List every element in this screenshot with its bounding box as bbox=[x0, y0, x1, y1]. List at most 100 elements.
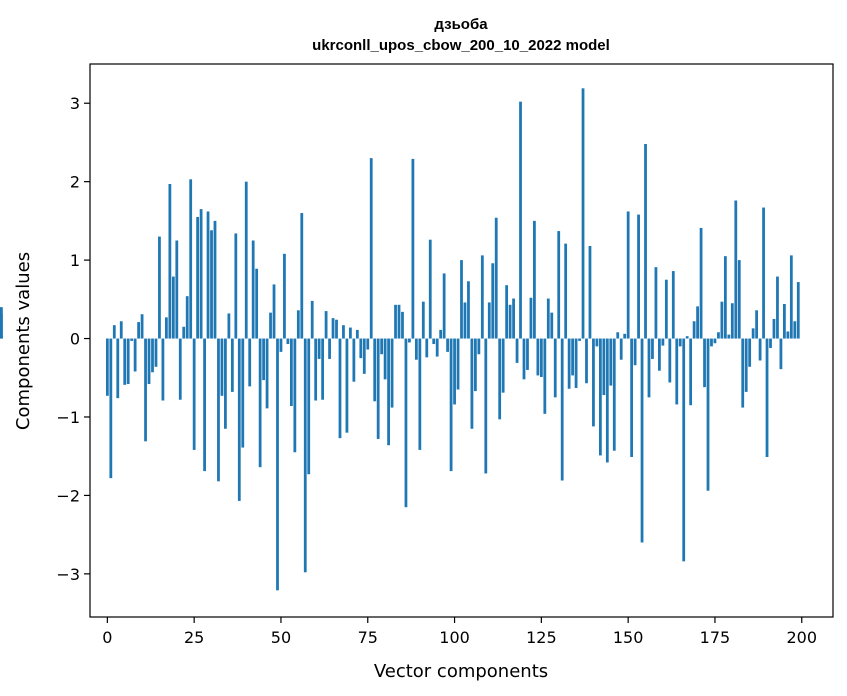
bar-59 bbox=[310, 300, 314, 339]
bar-46 bbox=[265, 338, 269, 409]
bar-29 bbox=[206, 211, 210, 339]
bar-177 bbox=[720, 301, 724, 339]
y-axis-label: Components values bbox=[13, 252, 34, 430]
bar-114 bbox=[501, 338, 505, 393]
bar-92 bbox=[425, 338, 429, 358]
bar-119 bbox=[519, 101, 522, 339]
bar-74 bbox=[362, 338, 366, 374]
bar-87 bbox=[408, 338, 411, 343]
bar-187 bbox=[755, 310, 759, 339]
bar-110 bbox=[487, 302, 491, 339]
bar-106 bbox=[474, 338, 477, 392]
bar-141 bbox=[595, 338, 599, 347]
bar-138 bbox=[585, 338, 588, 384]
x-tick-label: 0 bbox=[102, 628, 112, 647]
bar-77 bbox=[373, 338, 377, 402]
bar-12 bbox=[147, 338, 151, 385]
bar-113 bbox=[498, 338, 502, 420]
bar-undefined bbox=[0, 336, 3, 339]
y-tick-label: −1 bbox=[56, 408, 80, 427]
bar-71 bbox=[352, 338, 356, 382]
bar-53 bbox=[289, 338, 293, 406]
plot-frame bbox=[89, 63, 834, 618]
bar-108 bbox=[480, 255, 484, 339]
bar-13 bbox=[151, 338, 154, 373]
bar-193 bbox=[776, 276, 779, 339]
bar-155 bbox=[644, 144, 647, 339]
bar-137 bbox=[581, 88, 585, 339]
bar-186 bbox=[751, 328, 755, 339]
bar-89 bbox=[414, 338, 418, 360]
bar-57 bbox=[303, 338, 307, 573]
bar-25 bbox=[192, 338, 196, 450]
bar-150 bbox=[626, 211, 630, 339]
bar-76 bbox=[369, 158, 373, 339]
bar-126 bbox=[543, 338, 547, 414]
bar-182 bbox=[737, 260, 741, 339]
bar-82 bbox=[390, 338, 394, 408]
bar-26 bbox=[196, 216, 200, 339]
bar-95 bbox=[435, 338, 439, 357]
bar-176 bbox=[717, 332, 720, 339]
bar-163 bbox=[671, 271, 675, 339]
bar-101 bbox=[456, 338, 460, 390]
bar-146 bbox=[612, 338, 616, 451]
bar-197 bbox=[789, 255, 793, 339]
bar-65 bbox=[331, 318, 335, 339]
bar-133 bbox=[567, 338, 571, 389]
bar-162 bbox=[668, 338, 672, 383]
bar-75 bbox=[366, 338, 370, 350]
bar-115 bbox=[505, 285, 509, 339]
bar-48 bbox=[272, 284, 276, 339]
bar-117 bbox=[512, 298, 515, 339]
bar-58 bbox=[307, 338, 311, 475]
bar-130 bbox=[557, 231, 561, 339]
bar-103 bbox=[463, 302, 467, 339]
x-tick-label: 125 bbox=[526, 628, 557, 647]
bar-undefined bbox=[0, 307, 3, 339]
bar-147 bbox=[616, 332, 620, 339]
bar-165 bbox=[678, 338, 682, 347]
bar-21 bbox=[178, 338, 182, 400]
bar-62 bbox=[321, 338, 325, 400]
bar-199 bbox=[796, 282, 800, 339]
bar-39 bbox=[241, 338, 245, 448]
bar-183 bbox=[741, 338, 745, 408]
bar-154 bbox=[640, 338, 644, 543]
bar-44 bbox=[258, 338, 262, 468]
bar-184 bbox=[744, 338, 748, 392]
bar-164 bbox=[675, 338, 679, 405]
bar-60 bbox=[314, 338, 318, 401]
bar-96 bbox=[439, 329, 443, 339]
bar-131 bbox=[560, 338, 564, 481]
bar-140 bbox=[592, 338, 595, 427]
bar-129 bbox=[553, 338, 557, 398]
bar-67 bbox=[338, 338, 342, 439]
bar-14 bbox=[154, 338, 158, 367]
bar-91 bbox=[421, 301, 425, 339]
bar-36 bbox=[230, 338, 234, 392]
bar-99 bbox=[449, 338, 453, 472]
bar-61 bbox=[317, 338, 321, 359]
bar-132 bbox=[564, 243, 568, 339]
bar-169 bbox=[692, 321, 696, 339]
y-tick-label: −3 bbox=[56, 565, 80, 584]
bar-68 bbox=[342, 325, 345, 339]
bar-0 bbox=[105, 338, 109, 396]
bar-149 bbox=[623, 333, 627, 339]
bar-19 bbox=[171, 276, 175, 339]
bar-179 bbox=[727, 334, 731, 339]
bar-43 bbox=[255, 268, 259, 339]
x-tick-label: 150 bbox=[613, 628, 644, 647]
x-tick-label: 75 bbox=[358, 628, 378, 647]
bar-125 bbox=[539, 338, 543, 377]
bar-79 bbox=[380, 338, 384, 355]
bar-196 bbox=[786, 331, 790, 339]
bar-56 bbox=[300, 213, 304, 339]
bar-158 bbox=[654, 267, 658, 339]
bar-88 bbox=[411, 158, 415, 339]
bar-161 bbox=[664, 279, 668, 339]
bar-134 bbox=[571, 338, 574, 376]
x-tick-label: 175 bbox=[700, 628, 731, 647]
